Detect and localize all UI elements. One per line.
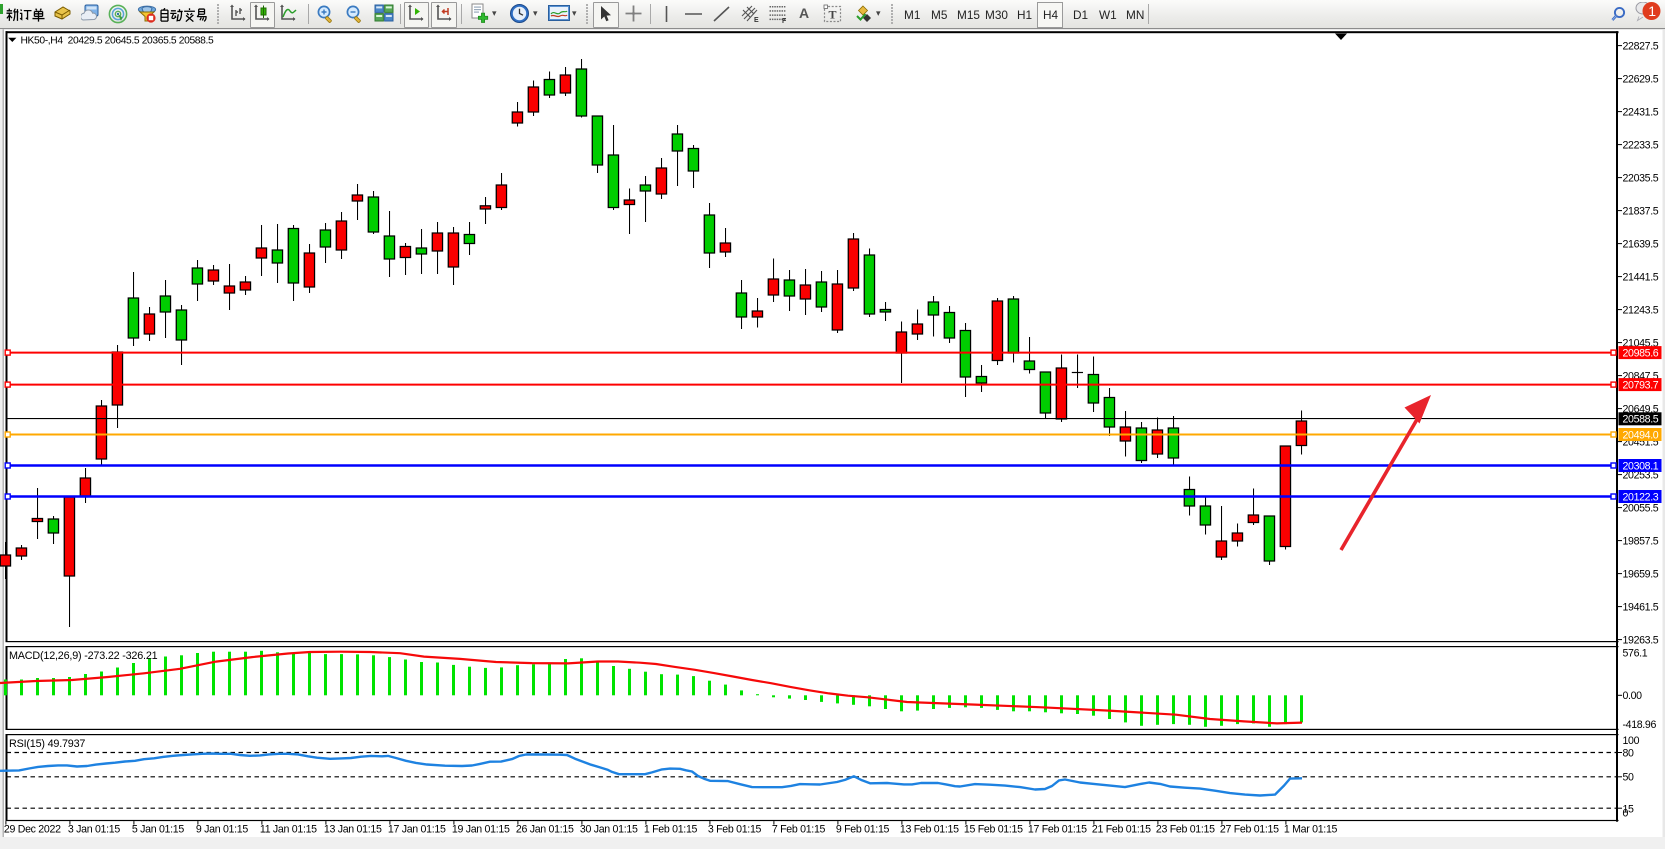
svg-text:29 Dec 2022: 29 Dec 2022 <box>4 824 61 836</box>
svg-text:E: E <box>754 17 759 24</box>
svg-text:19 Jan 01:15: 19 Jan 01:15 <box>452 824 510 836</box>
svg-text:27 Feb 01:15: 27 Feb 01:15 <box>1220 824 1279 836</box>
svg-text:-418.96: -418.96 <box>1623 719 1657 731</box>
svg-text:3 Feb 01:15: 3 Feb 01:15 <box>708 824 762 836</box>
svg-text:22233.5: 22233.5 <box>1623 139 1659 151</box>
svg-text:19659.5: 19659.5 <box>1623 568 1659 580</box>
svg-text:15 Feb 01:15: 15 Feb 01:15 <box>964 824 1023 836</box>
svg-text:MACD(12,26,9) -273.22 -326.21: MACD(12,26,9) -273.22 -326.21 <box>9 650 158 662</box>
svg-text:20308.1: 20308.1 <box>1623 460 1659 472</box>
svg-text:20055.5: 20055.5 <box>1623 502 1659 514</box>
svg-text:21 Feb 01:15: 21 Feb 01:15 <box>1092 824 1151 836</box>
svg-text:19461.5: 19461.5 <box>1623 601 1659 613</box>
svg-text:11 Jan 01:15: 11 Jan 01:15 <box>260 824 317 836</box>
svg-text:100: 100 <box>1623 735 1640 747</box>
svg-text:0: 0 <box>1623 808 1629 820</box>
svg-text:21243.5: 21243.5 <box>1623 304 1659 316</box>
svg-text:HK50-,H4 20429.5 20645.5 2036: HK50-,H4 20429.5 20645.5 20365.5 20588.5 <box>21 36 214 47</box>
svg-text:1: 1 <box>1648 3 1656 19</box>
svg-text:23 Feb 01:15: 23 Feb 01:15 <box>1156 824 1215 836</box>
svg-text:13 Feb 01:15: 13 Feb 01:15 <box>900 824 959 836</box>
svg-text:RSI(15) 49.7937: RSI(15) 49.7937 <box>9 738 85 750</box>
svg-text:22629.5: 22629.5 <box>1623 73 1659 85</box>
svg-text:20985.6: 20985.6 <box>1623 347 1659 359</box>
svg-text:22431.5: 22431.5 <box>1623 106 1659 118</box>
svg-text:3 Jan 01:15: 3 Jan 01:15 <box>68 824 120 836</box>
svg-text:9 Jan 01:15: 9 Jan 01:15 <box>196 824 248 836</box>
svg-text:576.1: 576.1 <box>1623 648 1648 660</box>
svg-text:5 Jan 01:15: 5 Jan 01:15 <box>132 824 184 836</box>
svg-text:1 Mar 01:15: 1 Mar 01:15 <box>1284 824 1338 836</box>
svg-text:21639.5: 21639.5 <box>1623 238 1659 250</box>
svg-text:26 Jan 01:15: 26 Jan 01:15 <box>516 824 574 836</box>
svg-text:80: 80 <box>1623 747 1635 759</box>
svg-text:1 Feb 01:15: 1 Feb 01:15 <box>644 824 698 836</box>
svg-text:20122.3: 20122.3 <box>1623 491 1659 503</box>
svg-text:T: T <box>829 8 837 22</box>
svg-text:21441.5: 21441.5 <box>1623 271 1659 283</box>
svg-text:9 Feb 01:15: 9 Feb 01:15 <box>836 824 890 836</box>
svg-text:13 Jan 01:15: 13 Jan 01:15 <box>324 824 382 836</box>
svg-text:19263.5: 19263.5 <box>1623 634 1659 646</box>
svg-text:19857.5: 19857.5 <box>1623 535 1659 547</box>
svg-text:50: 50 <box>1623 771 1635 783</box>
svg-text:20793.7: 20793.7 <box>1623 379 1659 391</box>
svg-text:20588.5: 20588.5 <box>1623 414 1659 426</box>
svg-text:7 Feb 01:15: 7 Feb 01:15 <box>772 824 826 836</box>
svg-text:21837.5: 21837.5 <box>1623 205 1659 217</box>
svg-text:17 Jan 01:15: 17 Jan 01:15 <box>388 824 446 836</box>
svg-text:22035.5: 22035.5 <box>1623 172 1659 184</box>
svg-text:17 Feb 01:15: 17 Feb 01:15 <box>1028 824 1087 836</box>
svg-text:22827.5: 22827.5 <box>1623 40 1659 52</box>
svg-text:0.00: 0.00 <box>1623 690 1643 702</box>
svg-text:20494.0: 20494.0 <box>1623 429 1659 441</box>
svg-text:30 Jan 01:15: 30 Jan 01:15 <box>580 824 638 836</box>
svg-text:F: F <box>782 18 787 24</box>
